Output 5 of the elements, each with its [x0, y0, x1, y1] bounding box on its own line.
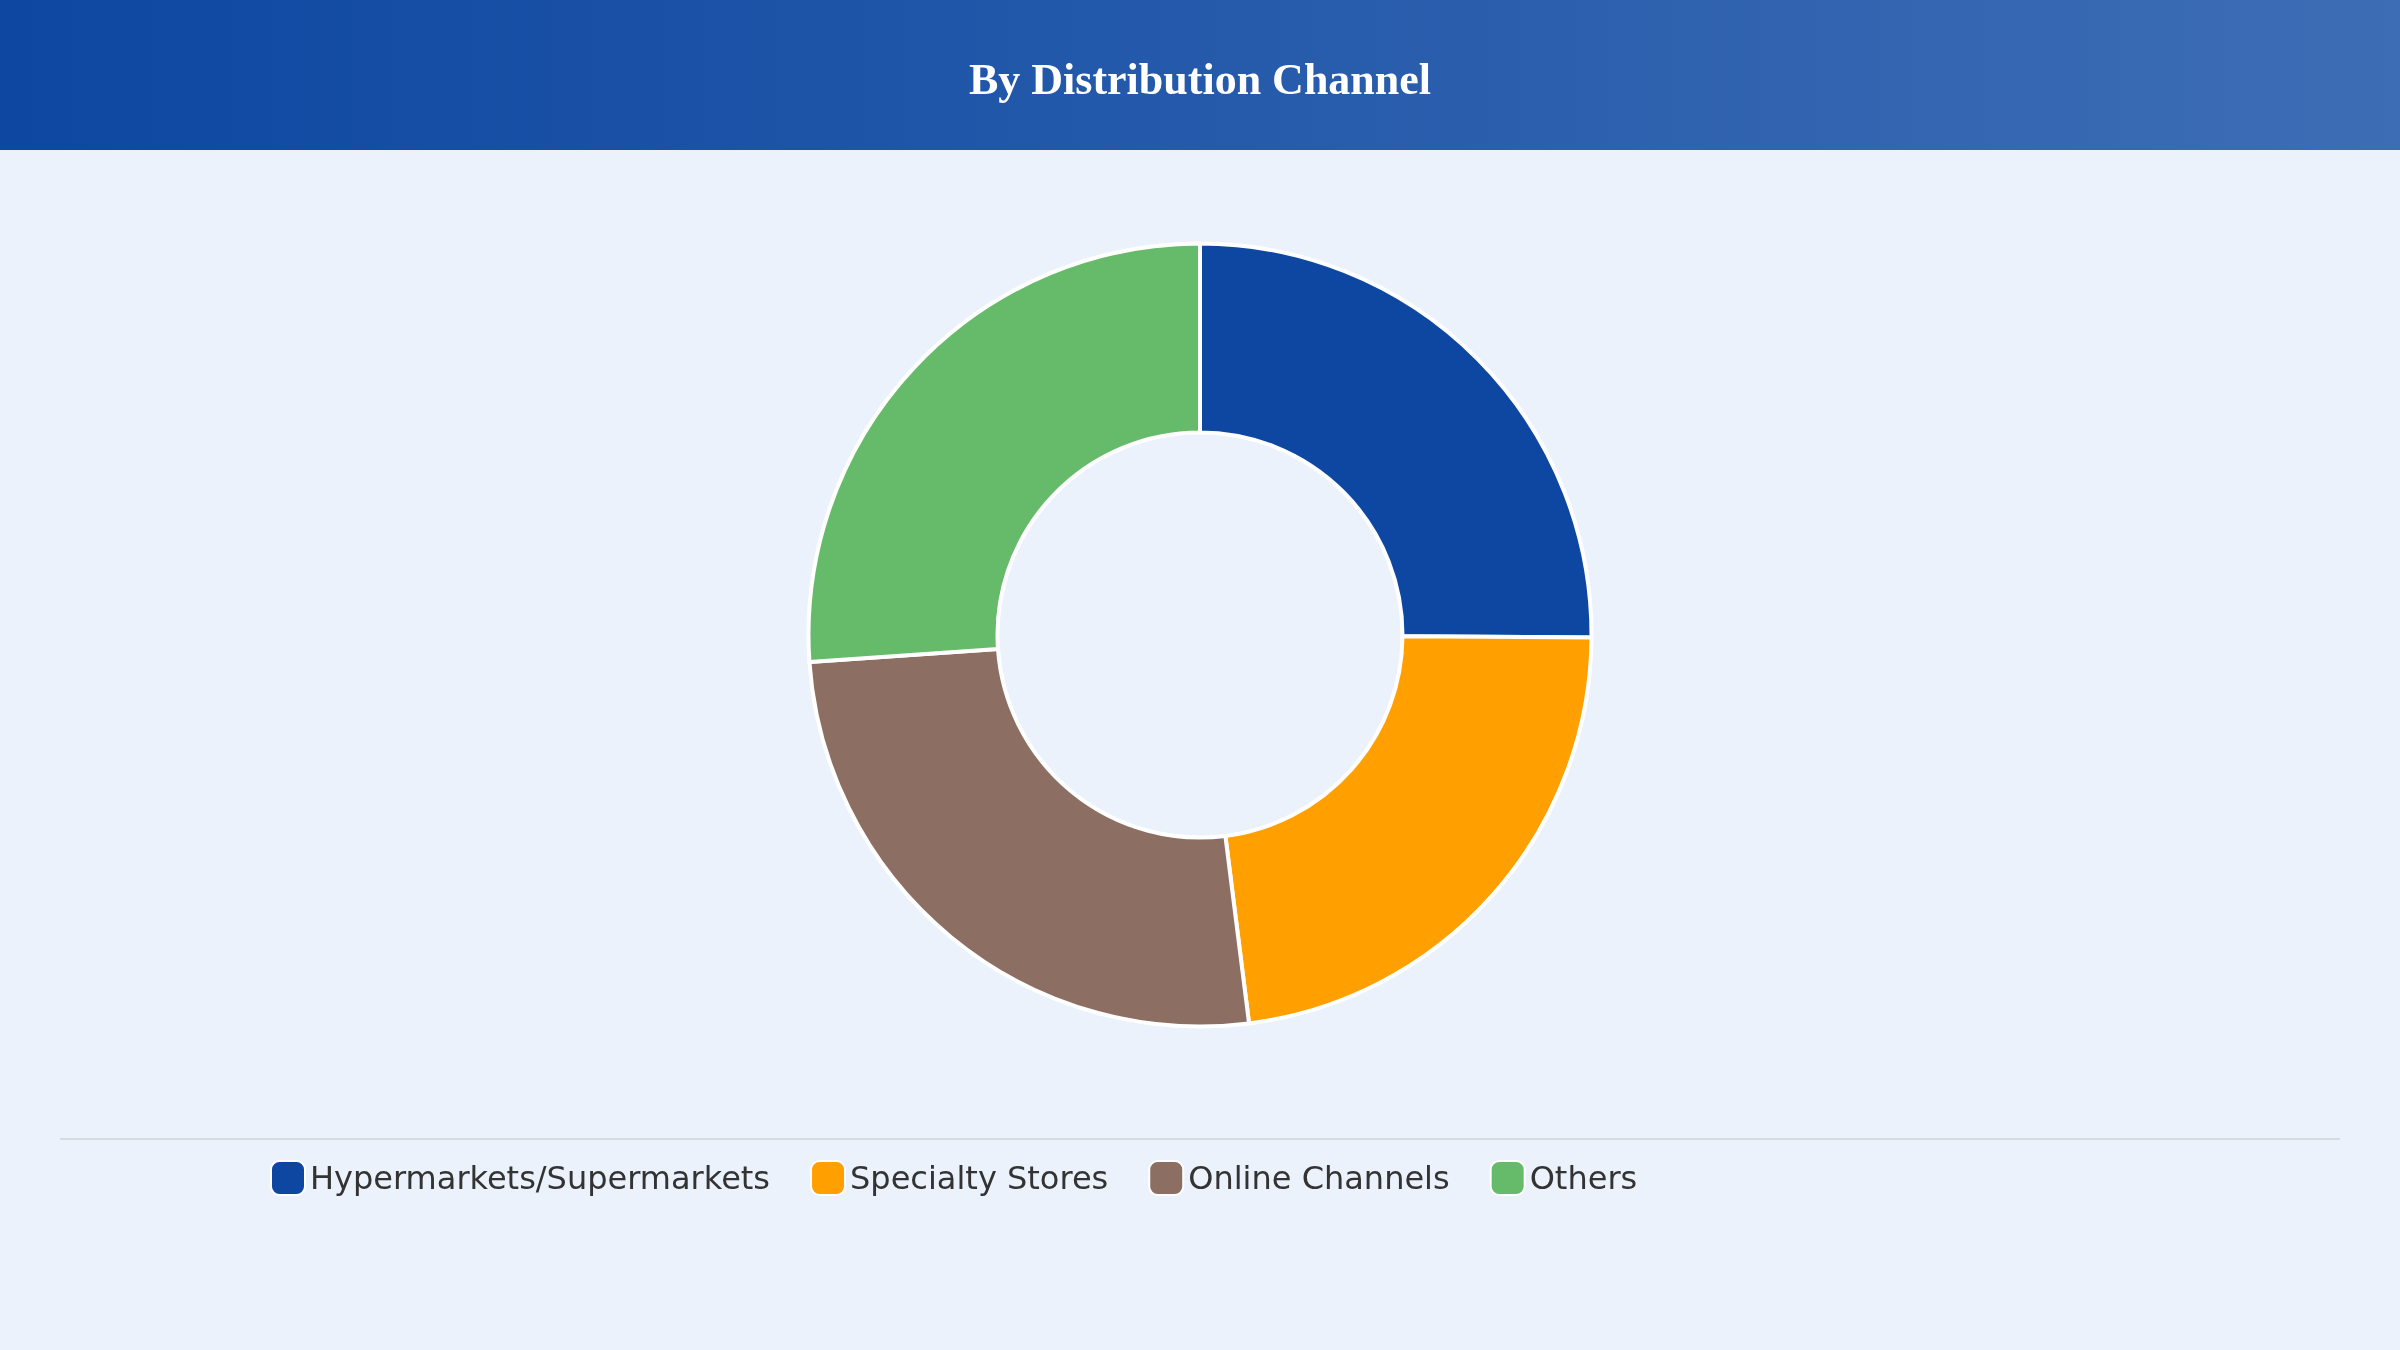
legend-label: Others: [1529, 1159, 1638, 1197]
legend-label: Hypermarkets/Supermarkets: [310, 1159, 771, 1197]
legend-label: Online Channels: [1188, 1159, 1450, 1197]
legend-label: Specialty Stores: [850, 1159, 1109, 1197]
chart-title: By Distribution Channel: [968, 54, 1432, 104]
